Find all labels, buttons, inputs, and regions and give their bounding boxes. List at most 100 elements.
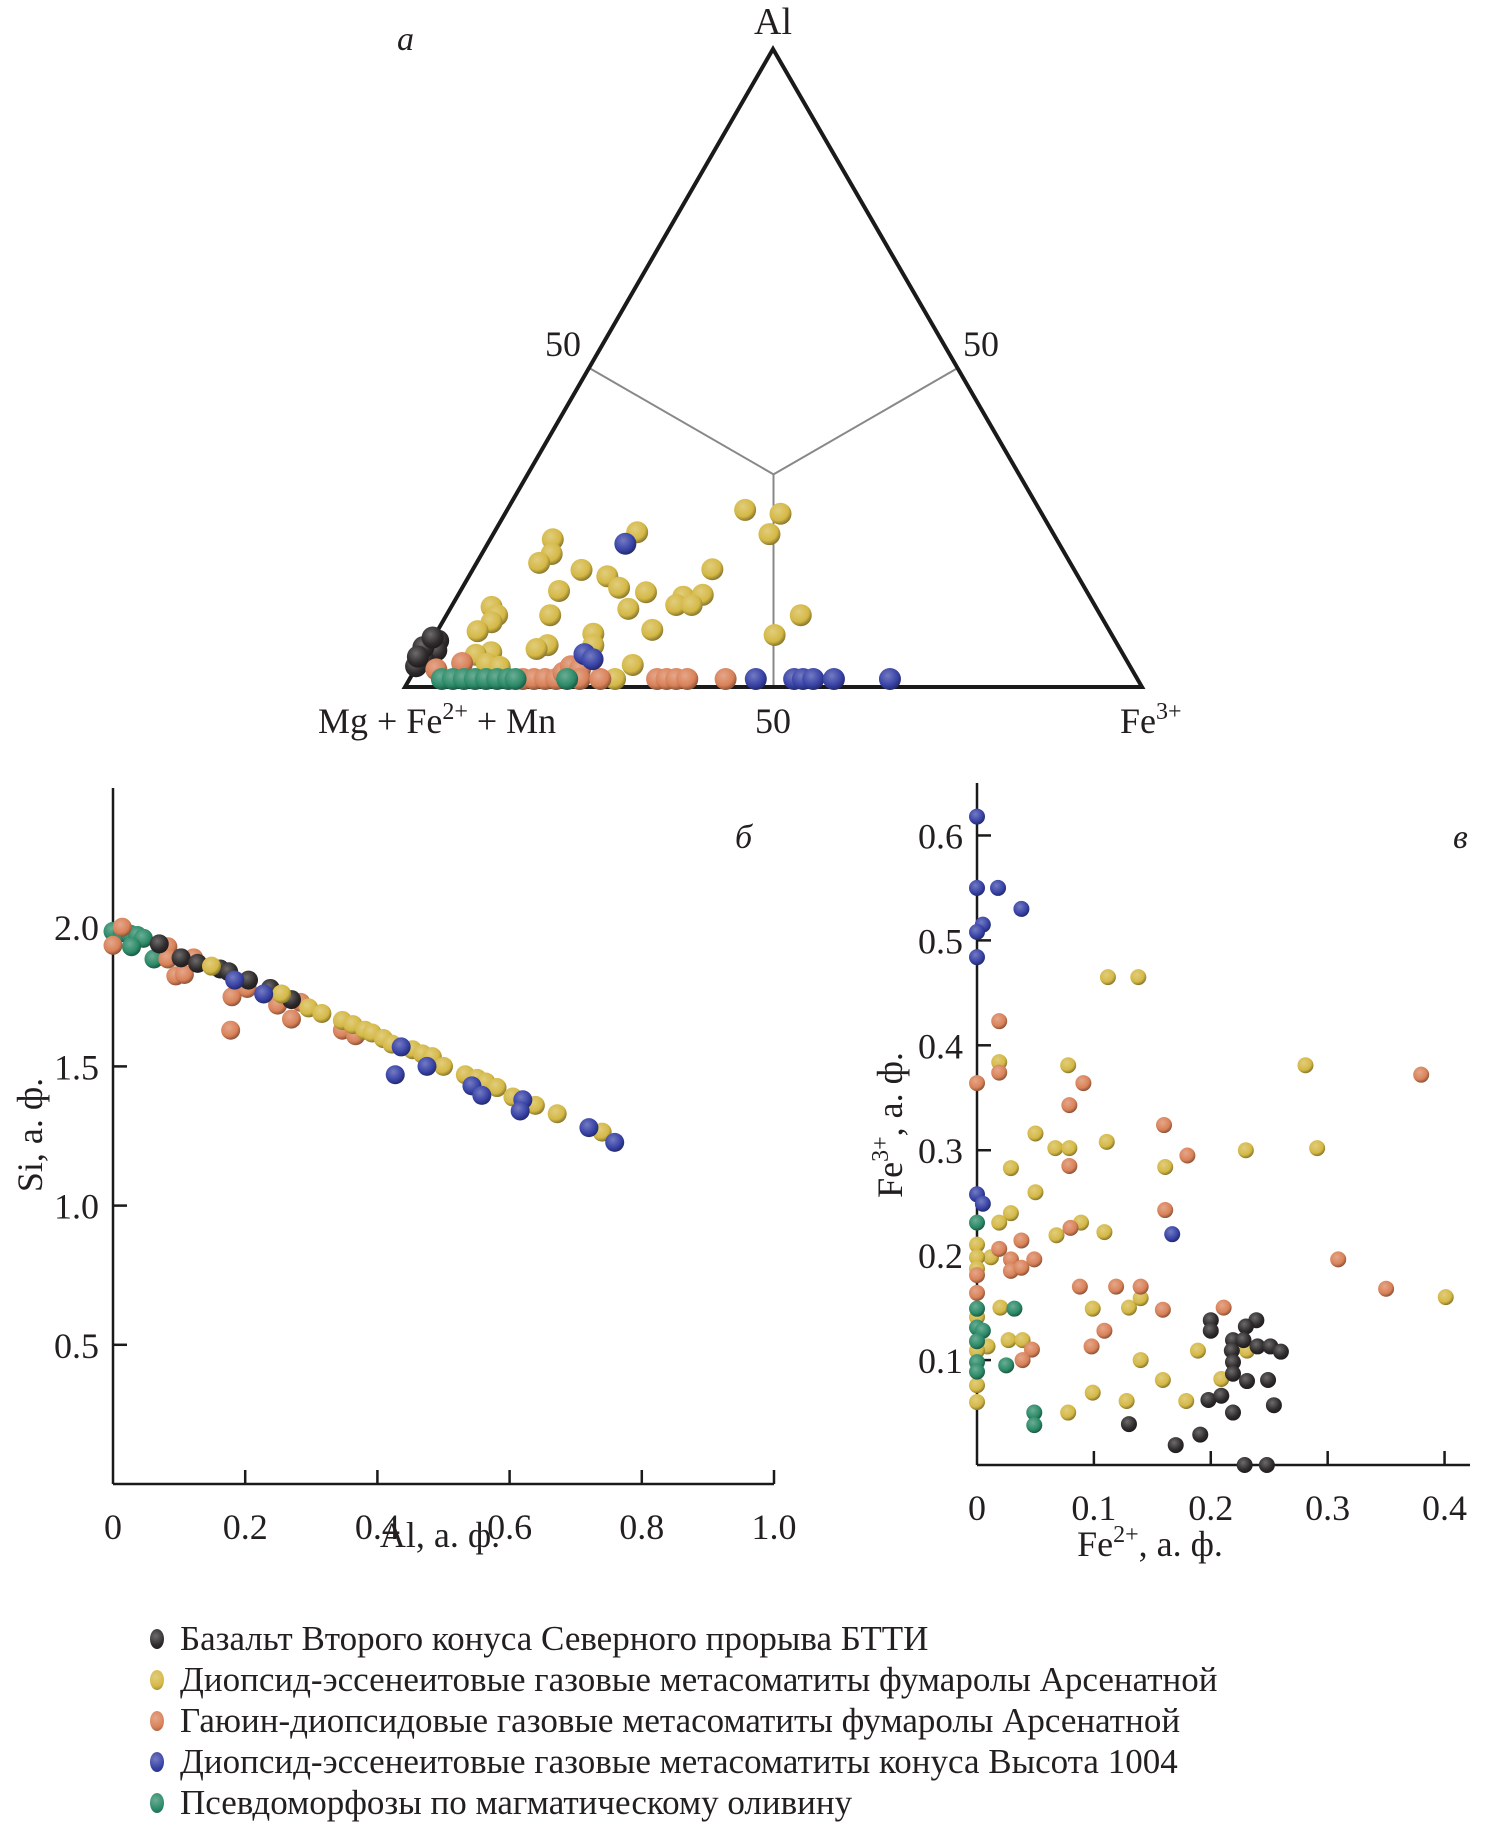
fe3-fe2-point-diop_arsen [991, 1214, 1008, 1231]
x-axis-label-fe2: Fe2+, а. ф. [1077, 1522, 1223, 1564]
fe3-fe2-point-hauyne [1156, 1117, 1173, 1134]
fe3-fe2-point-hauyne [1075, 1075, 1092, 1092]
fe3-fe2-point-pseudo [969, 1214, 985, 1231]
fe3-fe2-point-hauyne [1378, 1280, 1395, 1297]
ternary-point-diop_arsen [680, 593, 703, 616]
fe3-fe2-y-tick-label: 0.2 [918, 1236, 963, 1276]
fe3-fe2-point-basalt [1260, 1372, 1277, 1389]
fe3-fe2-x-tick-label: 0.2 [1188, 1488, 1233, 1528]
fe3-fe2-point-basalt [1224, 1354, 1241, 1371]
fe3-fe2-point-diop_arsen [1157, 1159, 1174, 1176]
fe3-fe2-point-diop_arsen [1098, 1133, 1115, 1150]
ternary-point-diop_arsen [701, 558, 724, 581]
si-al-point-diop_arsen [547, 1104, 567, 1124]
fe3-fe2-point-diop_arsen [1061, 1140, 1078, 1157]
fe3-fe2-point-pseudo [1026, 1417, 1043, 1434]
si-al-point-hauyne [222, 987, 242, 1007]
fe3-fe2-point-diop_arsen [1002, 1205, 1019, 1222]
ternary-point-diop_arsen [525, 638, 548, 661]
ternary-point-diop_arsen [641, 618, 664, 641]
fe3-vs-fe2-plot: в 0 0.1 0.2 0.3 0.4 0.1 0.2 0.3 0.4 0.5 0.6 Fe2+, … [868, 783, 1470, 1564]
fe3-fe2-point-hauyne [1157, 1202, 1174, 1219]
fe3-fe2-point-hauyne [1096, 1322, 1113, 1339]
fe3-fe2-point-basalt [1120, 1416, 1137, 1433]
x-axis-label-al: Al, а. ф. [380, 1515, 500, 1555]
fe3-fe2-point-hauyne [1108, 1278, 1125, 1295]
si-al-x-tick-label: 0.6 [487, 1507, 532, 1547]
si-al-point-diop_1004 [385, 1065, 405, 1085]
fe3-fe2-point-basalt [1265, 1397, 1282, 1414]
si-al-point-hauyne [103, 935, 123, 955]
fe3-fe2-point-hauyne [969, 1075, 985, 1092]
fe3-fe2-point-hauyne [1179, 1147, 1196, 1164]
fe3-fe2-point-diop_arsen [1132, 1290, 1149, 1307]
fe3-fe2-point-hauyne [1215, 1299, 1232, 1316]
figure: а Al Mg + Fe2+ + Mn Fe3+ 50 50 50 б 0 0.2… [10, 1, 1470, 1564]
fe3-fe2-point-diop_arsen [1130, 969, 1147, 986]
legend: Базальт Второго конуса Северного прорыва… [150, 1618, 1218, 1823]
fe3-fe2-point-hauyne [969, 1284, 985, 1301]
ternary-point-diop_arsen [617, 597, 640, 620]
fe3-fe2-y-tick-label: 0.4 [918, 1026, 963, 1066]
fe3-fe2-point-hauyne [1154, 1301, 1171, 1318]
guide-line-right [773, 367, 959, 476]
fe3-fe2-point-pseudo [969, 1363, 985, 1380]
fe3-fe2-point-hauyne [1071, 1278, 1088, 1295]
fe3-fe2-point-diop_arsen [1309, 1140, 1326, 1157]
fe3-fe2-point-basalt [1258, 1457, 1275, 1473]
legend-item-diop_1004: Диопсид-эссенеитовые газовые метасоматит… [150, 1741, 1218, 1782]
fe3-fe2-point-hauyne [991, 1240, 1008, 1257]
fe3-fe2-point-hauyne [991, 1013, 1008, 1030]
fe3-fe2-point-hauyne [1062, 1219, 1079, 1236]
fe3-fe2-x-tick-label: 0 [968, 1488, 986, 1528]
si-al-point-basalt [239, 970, 259, 990]
ternary-point-diop_1004 [802, 668, 825, 690]
fe3-fe2-point-diop_arsen [1060, 1057, 1077, 1074]
fe3-fe2-point-basalt [1224, 1404, 1241, 1421]
fe3-fe2-point-basalt [1200, 1391, 1217, 1408]
fe3-fe2-point-diop_arsen [1027, 1125, 1044, 1142]
fe3-fe2-point-diop_arsen [1118, 1392, 1135, 1409]
ternary-point-diop_1004 [822, 668, 845, 690]
fe3-fe2-point-diop_arsen [1189, 1342, 1206, 1359]
si-al-point-diop_arsen [487, 1078, 507, 1098]
si-al-point-hauyne [112, 917, 132, 937]
ternary-point-diop_arsen [634, 581, 657, 604]
fe3-fe2-point-diop_1004 [990, 879, 1007, 896]
fe3-fe2-point-diop_1004 [969, 949, 985, 966]
si-al-point-diop_1004 [391, 1037, 411, 1057]
fe3-fe2-point-diop_arsen [1120, 1299, 1137, 1316]
fe3-fe2-point-hauyne [1330, 1251, 1347, 1268]
fe3-fe2-point-diop_1004 [1013, 900, 1030, 917]
legend-item-pseudo: Псевдоморфозы по магматическому оливину [150, 1782, 1218, 1823]
fe3-fe2-point-diop_arsen [1297, 1057, 1314, 1074]
ternary-point-diop_arsen [789, 604, 812, 627]
fe3-fe2-point-diop_arsen [1027, 1184, 1044, 1201]
ternary-point-diop_arsen [548, 579, 571, 602]
si-al-y-tick-label: 1.0 [54, 1187, 99, 1227]
y-axis-label-fe3: Fe3+, а. ф. [868, 1052, 910, 1198]
si-al-point-diop_1004 [579, 1118, 599, 1138]
fe3-fe2-point-diop_arsen [1178, 1392, 1195, 1409]
si-vs-al-plot: б 0 0.2 0.4 0.6 0.8 1.0 0.5 1.0 1.5 2.0 Al, а. ф.… [10, 788, 797, 1555]
fe3-fe2-point-diop_arsen [1237, 1142, 1254, 1159]
fe3-fe2-point-basalt [1202, 1322, 1219, 1339]
legend-label: Базальт Второго конуса Северного прорыва… [180, 1619, 929, 1658]
fe3-fe2-point-diop_1004 [974, 1195, 991, 1212]
si-al-point-diop_1004 [510, 1101, 530, 1121]
fe3-fe2-point-hauyne [1013, 1259, 1030, 1276]
si-al-points [103, 917, 625, 1152]
ternary-point-hauyne [589, 668, 612, 690]
ternary-points [405, 498, 901, 690]
ternary-point-diop_arsen [528, 551, 551, 574]
y-axis-label-si: Si, а. ф. [10, 1078, 50, 1192]
si-al-y-tick-label: 2.0 [54, 908, 99, 948]
si-al-point-diop_1004 [254, 984, 274, 1004]
ternary-point-diop_arsen [763, 623, 786, 646]
fe3-fe2-point-basalt [1223, 1342, 1240, 1359]
fe3-fe2-point-hauyne [1061, 1097, 1078, 1114]
ternary-point-hauyne [451, 652, 474, 675]
legend-label: Диопсид-эссенеитовые газовые метасоматит… [180, 1660, 1218, 1699]
fe3-fe2-point-diop_1004 [1164, 1226, 1181, 1243]
panel-label-a: а [397, 21, 414, 58]
